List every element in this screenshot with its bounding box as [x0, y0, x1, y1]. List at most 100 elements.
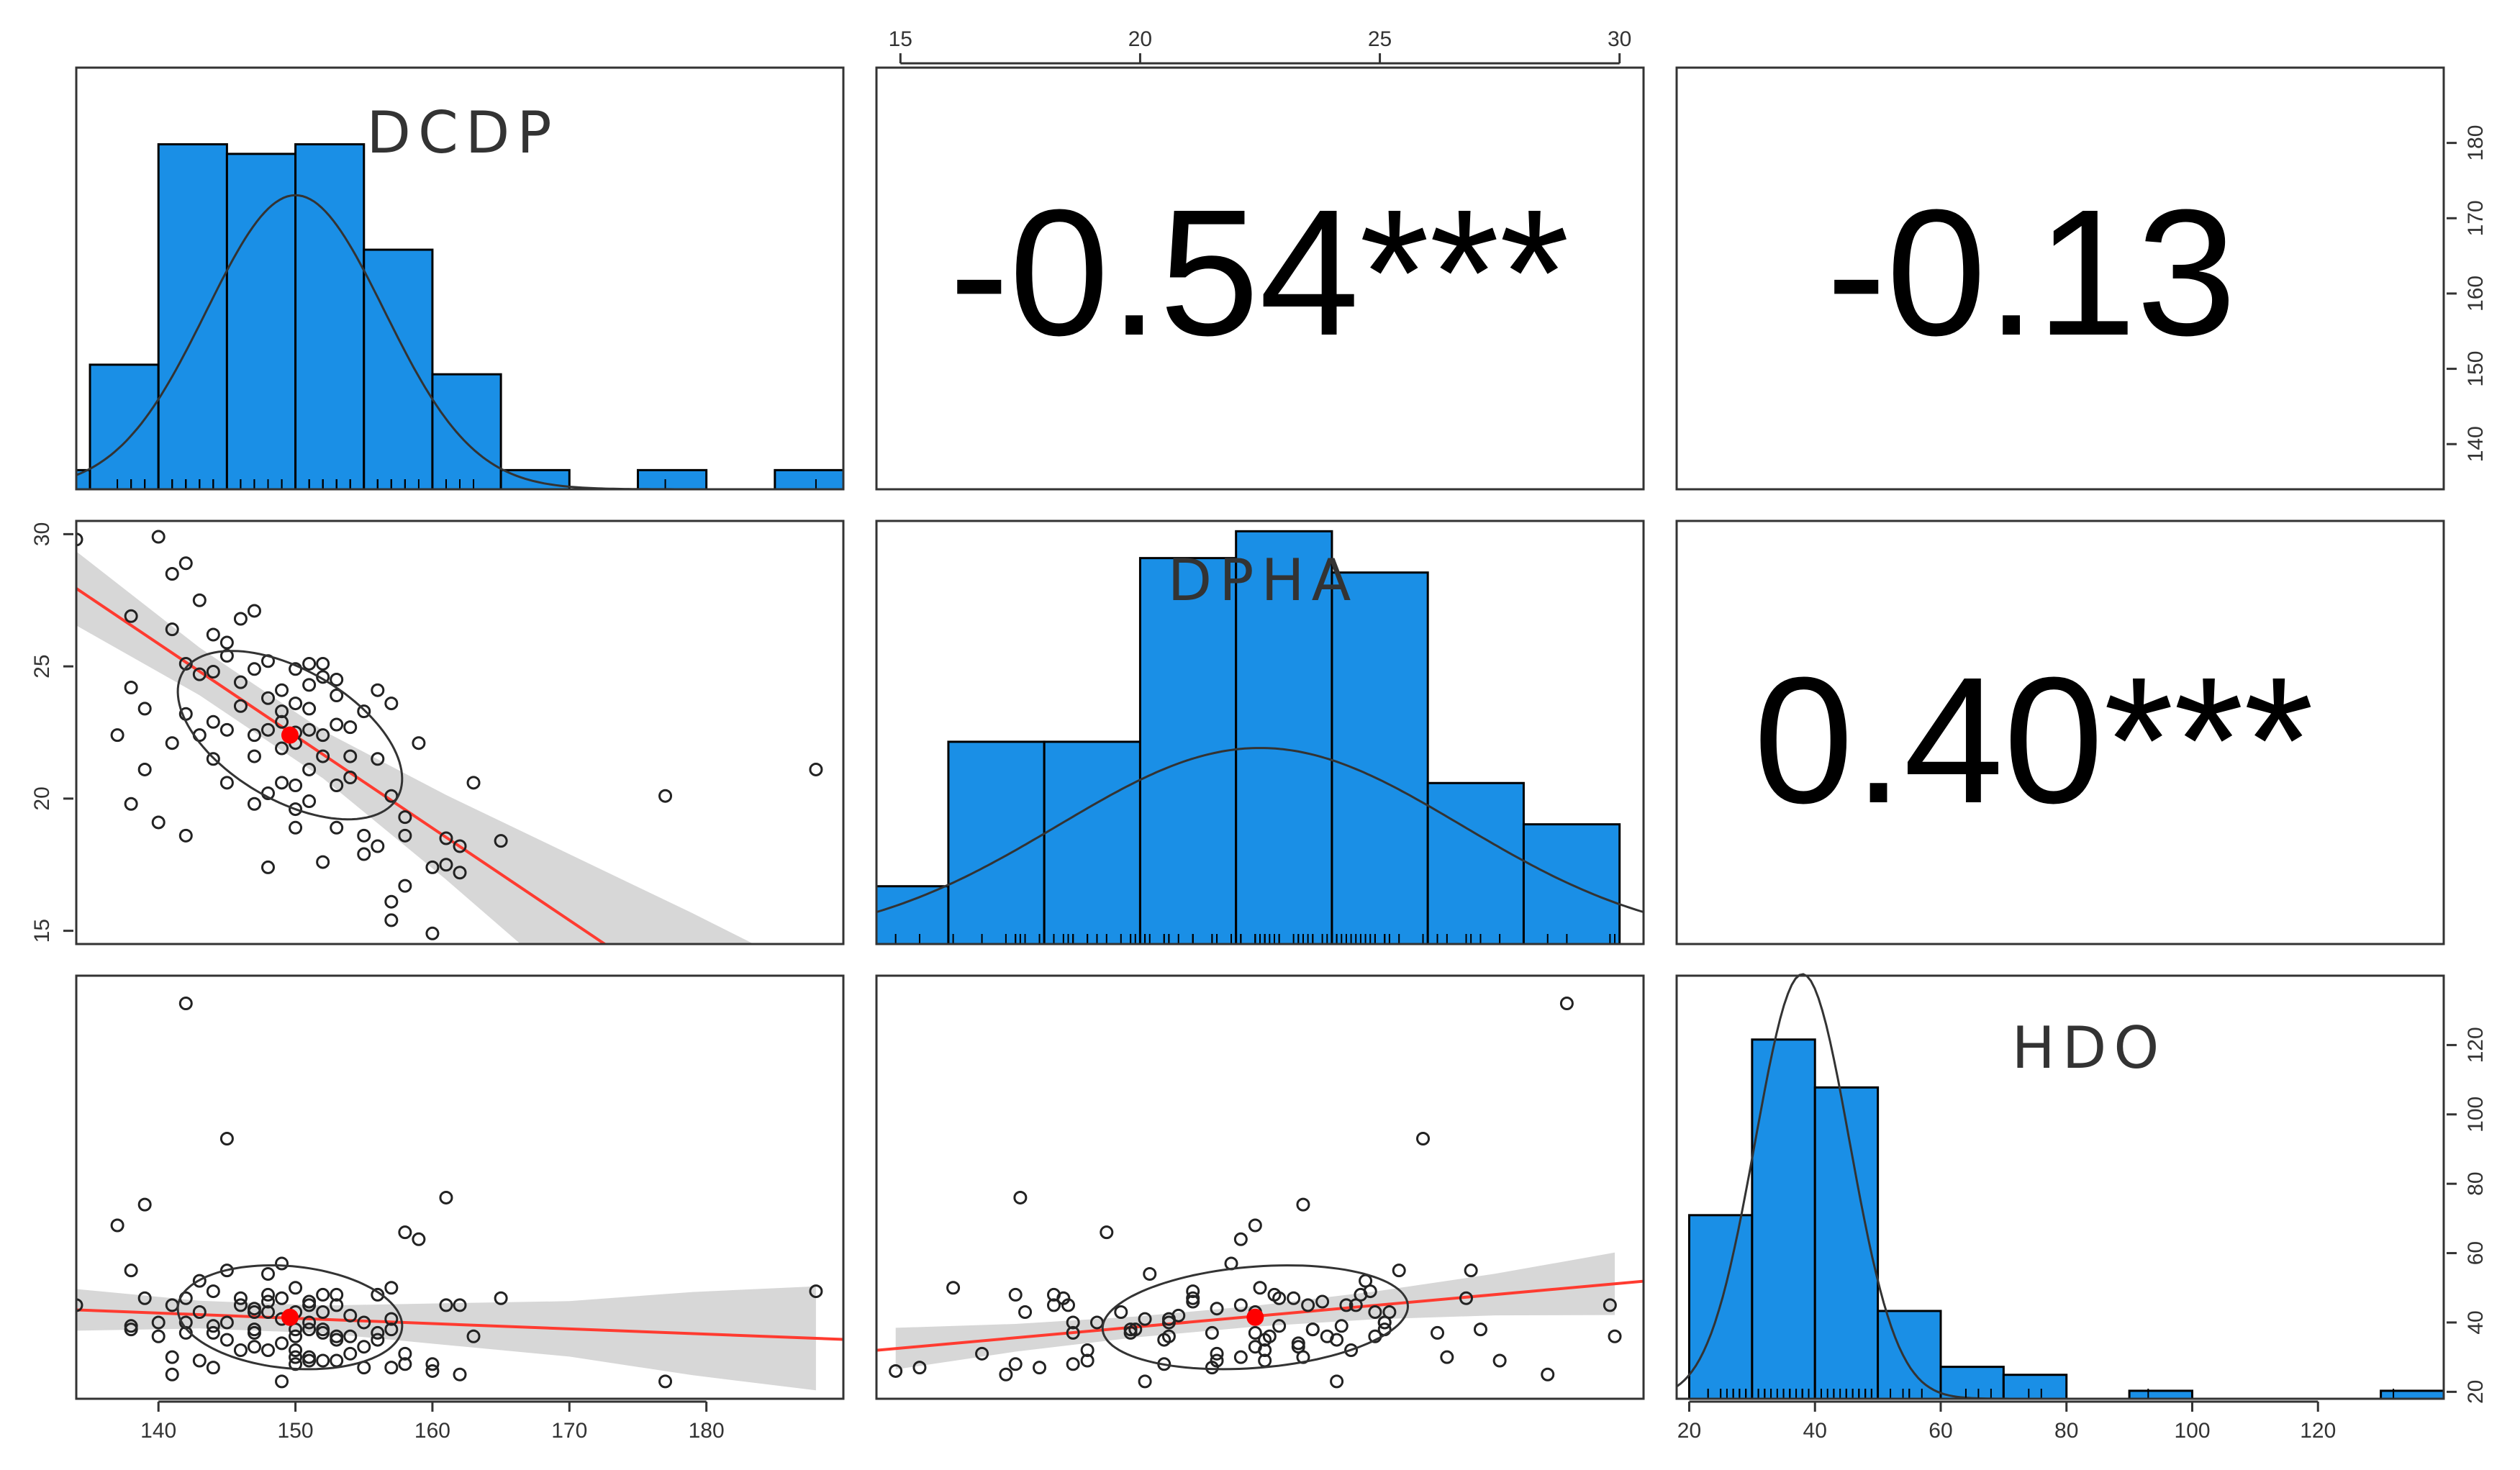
hist-bar: [1877, 1310, 1942, 1400]
data-point: [494, 1291, 508, 1305]
data-point: [1233, 1232, 1248, 1246]
tick-label: 15: [889, 27, 912, 51]
data-point: [137, 702, 152, 716]
panels-layer: [75, 66, 2445, 1400]
tick-label: 140: [140, 1419, 176, 1443]
hist-bar: [225, 153, 297, 491]
data-point: [412, 736, 426, 750]
tick-label: 40: [2464, 1310, 2488, 1334]
data-point: [1161, 1329, 1176, 1343]
data-point: [192, 593, 207, 607]
data-point: [1100, 1225, 1114, 1240]
data-point: [398, 879, 412, 893]
panel-frame: [75, 520, 845, 945]
data-point: [192, 1274, 207, 1288]
x-axis-hdo: 20 40 60 80 100 120: [1677, 1400, 2336, 1443]
data-point: [1431, 1325, 1445, 1340]
data-point: [1253, 1281, 1267, 1295]
panel-frame: [1675, 66, 2445, 491]
data-point: [398, 1225, 412, 1240]
tick-label: 160: [2464, 276, 2488, 312]
data-point: [247, 1340, 261, 1354]
tick-label: 100: [2464, 1097, 2488, 1133]
data-point: [439, 1190, 453, 1204]
data-point: [110, 728, 124, 743]
tick-label: 20: [1677, 1419, 1701, 1443]
data-point: [425, 1357, 440, 1371]
confidence-band: [76, 551, 754, 944]
data-point: [1210, 1353, 1224, 1368]
data-point: [999, 1367, 1013, 1381]
data-point: [247, 749, 261, 763]
tick-label: 20: [1128, 27, 1152, 51]
data-point: [275, 1336, 289, 1351]
data-point: [912, 1361, 927, 1375]
data-point: [439, 831, 453, 845]
data-point: [1459, 1291, 1473, 1305]
data-point: [1492, 1353, 1507, 1368]
data-point: [289, 697, 303, 711]
rug-marks: [76, 479, 817, 489]
tick-label: 30: [30, 522, 54, 546]
panel-frame: [75, 66, 845, 491]
data-point: [261, 1287, 275, 1302]
rug-marks: [894, 934, 1616, 944]
data-point: [124, 609, 138, 623]
data-point: [178, 556, 193, 571]
data-point: [316, 1353, 330, 1368]
tick-label: 150: [2464, 351, 2488, 387]
data-point: [1248, 1325, 1262, 1340]
data-point: [289, 1343, 303, 1358]
rug-marks: [1707, 1389, 2395, 1399]
data-point: [371, 752, 385, 766]
hist-bar: [1043, 740, 1141, 945]
data-point: [1186, 1294, 1200, 1309]
data-point: [330, 820, 344, 835]
data-point: [398, 828, 412, 843]
data-point: [330, 1329, 344, 1343]
data-point: [206, 664, 220, 679]
data-point: [494, 834, 508, 848]
density-curve: [876, 747, 1644, 914]
tick-label: 120: [2464, 1027, 2488, 1063]
data-point: [233, 1343, 248, 1358]
data-point: [1171, 1308, 1186, 1322]
data-point: [261, 691, 275, 705]
panel-frame: [875, 974, 1645, 1400]
data-point: [1080, 1353, 1094, 1368]
tick-label: 20: [2464, 1380, 2488, 1404]
hist-bar: [2380, 1389, 2445, 1400]
data-point: [398, 1346, 412, 1361]
data-point: [124, 797, 138, 811]
data-point: [889, 1364, 903, 1378]
x-axis-dpha: 15 20 25 30: [889, 27, 1631, 65]
hist-bar: [774, 468, 845, 491]
y-axis-dcdp: 140 150 160 170 180: [2447, 125, 2488, 462]
data-point: [1301, 1298, 1315, 1312]
data-point: [357, 847, 371, 861]
data-point: [275, 776, 289, 790]
data-point: [1339, 1298, 1354, 1312]
data-point: [316, 728, 330, 743]
scatter-content: [76, 530, 823, 944]
tick-label: 80: [2054, 1419, 2078, 1443]
data-point: [247, 604, 261, 618]
data-point: [165, 736, 179, 750]
data-point: [206, 714, 220, 729]
variable-label-dpha: DPHA: [1168, 547, 1359, 614]
correlation-dpha-hdo: 0.40***: [1754, 640, 2313, 840]
data-point: [371, 683, 385, 697]
x-axis-dcdp: 140 150 160 170 180: [140, 1400, 725, 1443]
data-point: [247, 797, 261, 811]
data-point: [289, 802, 303, 817]
data-point: [1267, 1287, 1282, 1302]
data-point: [219, 1315, 234, 1330]
data-point: [302, 678, 317, 692]
data-point: [261, 1294, 275, 1309]
data-point: [357, 1340, 371, 1354]
hist-bar: [1939, 1366, 2005, 1400]
data-point: [165, 1367, 179, 1381]
data-point: [316, 1287, 330, 1302]
data-point: [316, 1322, 330, 1337]
